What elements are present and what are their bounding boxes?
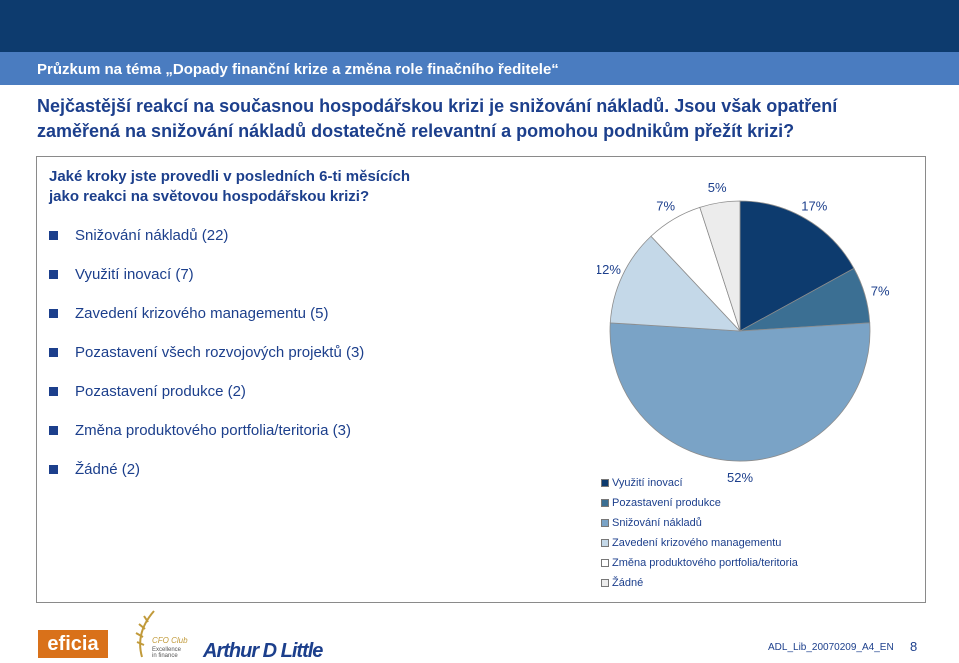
bullet-square-icon xyxy=(49,231,58,240)
question-line2: jako reakci na světovou hospodářskou kri… xyxy=(49,188,370,205)
cfo-club-tagline: Excellence in finance xyxy=(152,647,182,659)
bullet-square-icon xyxy=(49,387,58,396)
slice-value-label: 7% xyxy=(871,283,890,298)
page-number: 8 xyxy=(910,639,918,654)
bullet-square-icon xyxy=(49,348,58,357)
question-box: Jaké kroky jste provedli v posledních 6-… xyxy=(36,156,926,603)
document-code: ADL_Lib_20070209_A4_EN xyxy=(768,642,894,653)
top-band xyxy=(0,0,959,52)
slice-value-label: 52% xyxy=(727,470,753,485)
bullet-square-icon xyxy=(49,270,58,279)
pie-slice xyxy=(739,200,855,332)
slide-title: Průzkum na téma „Dopady finanční krize a… xyxy=(37,61,559,78)
slice-value-label: 12% xyxy=(597,262,621,277)
bullet-square-icon xyxy=(49,309,58,318)
legend-swatch xyxy=(601,519,609,527)
pie-slice xyxy=(609,322,871,462)
bullet-square-icon xyxy=(49,426,58,435)
slice-value-label: 7% xyxy=(656,198,675,213)
pie-slice xyxy=(609,235,741,332)
question: Jaké kroky jste provedli v posledních 6-… xyxy=(49,167,410,207)
cfo-club-laurel-icon xyxy=(135,610,155,658)
legend-swatch xyxy=(601,539,609,547)
slice-value-label: 5% xyxy=(708,180,727,195)
pie-chart: 17% 7% 52% 12% 7% 5% xyxy=(597,180,890,485)
question-line1: Jaké kroky jste provedli v posledních 6-… xyxy=(49,168,410,185)
legend-swatch xyxy=(601,499,609,507)
bullet-square-icon xyxy=(49,465,58,474)
legend-swatch xyxy=(601,479,609,487)
slice-value-label: 17% xyxy=(801,198,827,213)
headline-line1: Nejčastější reakcí na současnou hospodář… xyxy=(37,96,838,116)
title-bar: Průzkum na téma „Dopady finanční krize a… xyxy=(0,52,959,85)
pie-slice xyxy=(699,200,741,332)
cfo-club-name: CFO Club xyxy=(152,636,188,645)
legend-swatch xyxy=(601,579,609,587)
headline-line2: zaměřená na snižování nákladů dostatečně… xyxy=(37,121,795,141)
arthur-d-little-logo: Arthur D Little xyxy=(203,640,323,662)
eficia-logo: eficia xyxy=(38,630,108,658)
legend-swatch xyxy=(601,559,609,567)
